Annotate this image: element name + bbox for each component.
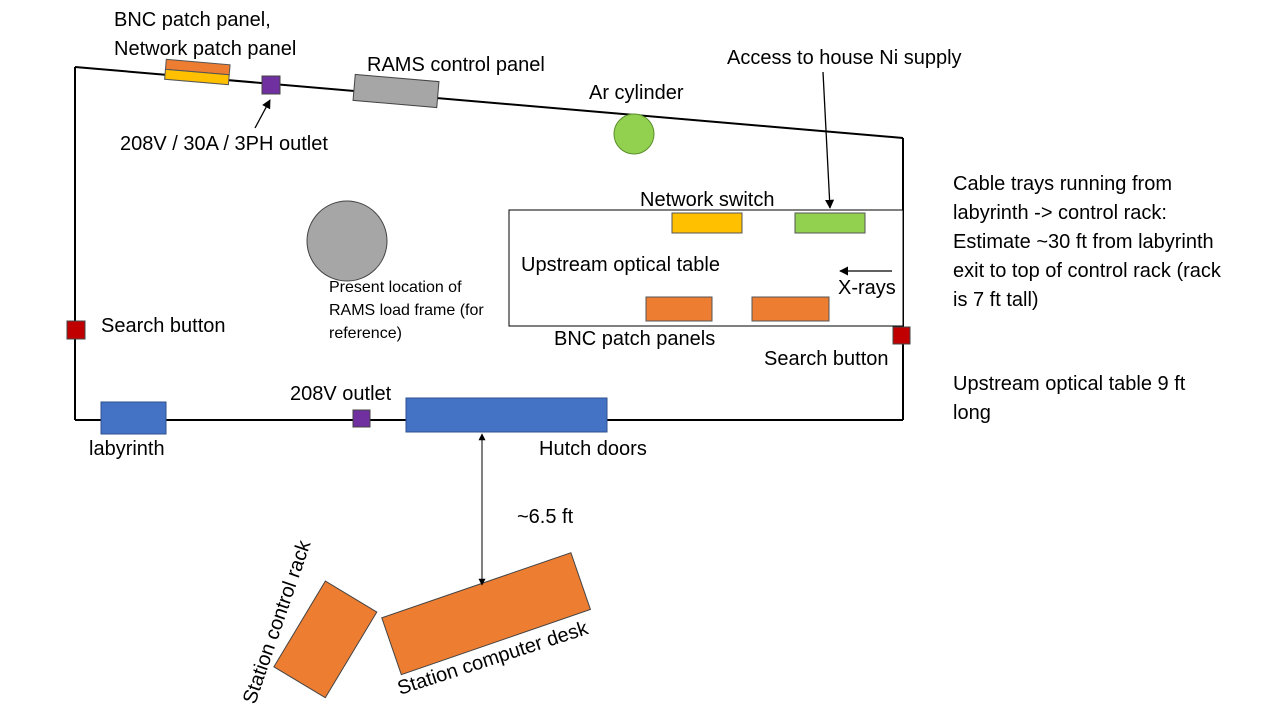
label-bnc-network-patch-1: BNC patch panel, [114, 9, 271, 31]
bnc-network-patch-panel [164, 58, 231, 86]
label-distance: ~6.5 ft [517, 506, 574, 528]
label-load-frame-1: Present location of [329, 279, 462, 296]
outlet-3ph [261, 75, 281, 95]
note-cable-trays-5: is 7 ft tall) [953, 289, 1039, 311]
search-button-right [892, 326, 911, 345]
label-access-ni-supply: Access to house Ni supply [727, 47, 962, 69]
network-patch-panel-shape [164, 68, 230, 86]
label-bnc-network-patch-2: Network patch panel [114, 38, 296, 60]
outlet-208v [352, 409, 371, 428]
station-computer-desk [381, 552, 592, 676]
label-upstream-optical-table: Upstream optical table [521, 254, 720, 276]
search-button-left [66, 320, 86, 340]
label-bnc-patch-panels: BNC patch panels [554, 328, 715, 350]
label-labyrinth: labyrinth [89, 438, 165, 460]
label-rams-control-panel: RAMS control panel [367, 54, 545, 76]
label-xrays: X-rays [838, 277, 896, 299]
rams-load-frame [306, 200, 388, 282]
note-cable-trays-4: exit to top of control rack (rack [953, 260, 1222, 282]
bnc-patch-panel-1 [645, 296, 713, 322]
note-table-length-2: long [953, 402, 991, 424]
ni-supply-access [794, 212, 866, 234]
label-network-switch: Network switch [640, 189, 774, 211]
label-3ph-outlet: 208V / 30A / 3PH outlet [120, 133, 328, 155]
network-switch [671, 212, 743, 234]
arrow-to-3ph-outlet [254, 99, 271, 129]
station-control-rack [273, 580, 378, 699]
label-load-frame-3: reference) [329, 325, 402, 342]
note-cable-trays-2: labyrinth -> control rack: [953, 202, 1167, 224]
labyrinth [100, 401, 167, 435]
label-search-button-left: Search button [101, 315, 226, 337]
label-hutch-doors: Hutch doors [539, 438, 647, 460]
note-cable-trays-1: Cable trays running from [953, 173, 1172, 195]
label-search-button-right: Search button [764, 348, 889, 370]
label-208v-outlet: 208V outlet [290, 383, 392, 405]
hutch-doors [405, 397, 608, 433]
label-load-frame-2: RAMS load frame (for [329, 302, 484, 319]
label-ar-cylinder: Ar cylinder [589, 82, 684, 104]
rams-control-panel [352, 73, 440, 109]
bnc-patch-panel-2 [751, 296, 830, 322]
note-cable-trays-3: Estimate ~30 ft from labyrinth [953, 231, 1214, 253]
note-table-length-1: Upstream optical table 9 ft [953, 373, 1186, 395]
ar-cylinder [613, 113, 655, 155]
arrow-to-ni-supply [822, 71, 835, 209]
